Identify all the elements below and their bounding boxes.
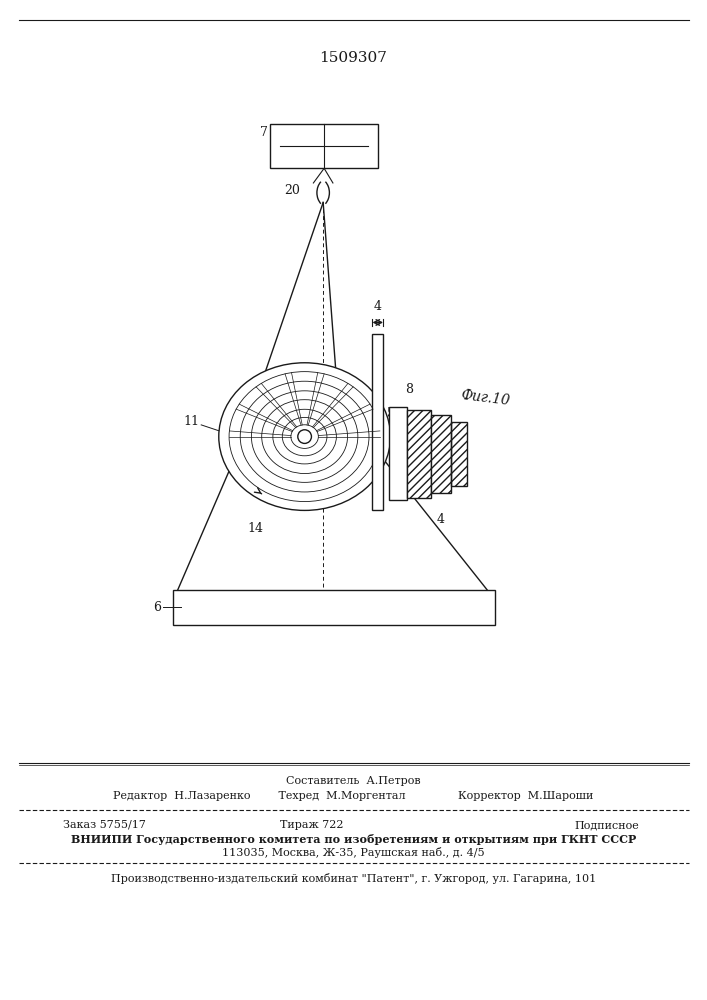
Bar (451, 422, 467, 486)
Text: 20: 20 (284, 184, 300, 197)
Text: Тираж 722: Тираж 722 (280, 820, 343, 830)
Text: 8: 8 (405, 383, 413, 396)
Text: Составитель  А.Петров: Составитель А.Петров (286, 776, 421, 786)
Bar (390, 407, 407, 500)
Text: 1509307: 1509307 (320, 51, 387, 65)
Text: 14: 14 (248, 522, 264, 535)
Text: 4: 4 (436, 513, 444, 526)
Circle shape (298, 430, 312, 443)
Text: Редактор  Н.Лазаренко        Техред  М.Моргентал               Корректор  М.Шаро: Редактор Н.Лазаренко Техред М.Моргентал … (113, 791, 594, 801)
Bar (173, 590, 495, 625)
Ellipse shape (218, 363, 390, 510)
Text: 7: 7 (259, 126, 267, 139)
Bar (431, 415, 451, 493)
Text: 113035, Москва, Ж-35, Раушская наб., д. 4/5: 113035, Москва, Ж-35, Раушская наб., д. … (222, 847, 485, 858)
Text: 6: 6 (153, 601, 161, 614)
Text: Производственно-издательский комбинат "Патент", г. Ужгород, ул. Гагарина, 101: Производственно-издательский комбинат "П… (111, 873, 596, 884)
Text: 4: 4 (374, 300, 382, 313)
Text: Заказ 5755/17: Заказ 5755/17 (63, 820, 146, 830)
Bar (407, 410, 431, 498)
Text: 11: 11 (183, 415, 199, 428)
Bar (373, 334, 383, 510)
Bar (271, 124, 378, 168)
Text: 5: 5 (387, 407, 395, 420)
Text: Фиг.10: Фиг.10 (460, 388, 510, 408)
Text: ВНИИПИ Государственного комитета по изобретениям и открытиям при ГКНТ СССР: ВНИИПИ Государственного комитета по изоб… (71, 834, 636, 845)
Text: Подписное: Подписное (575, 820, 640, 830)
